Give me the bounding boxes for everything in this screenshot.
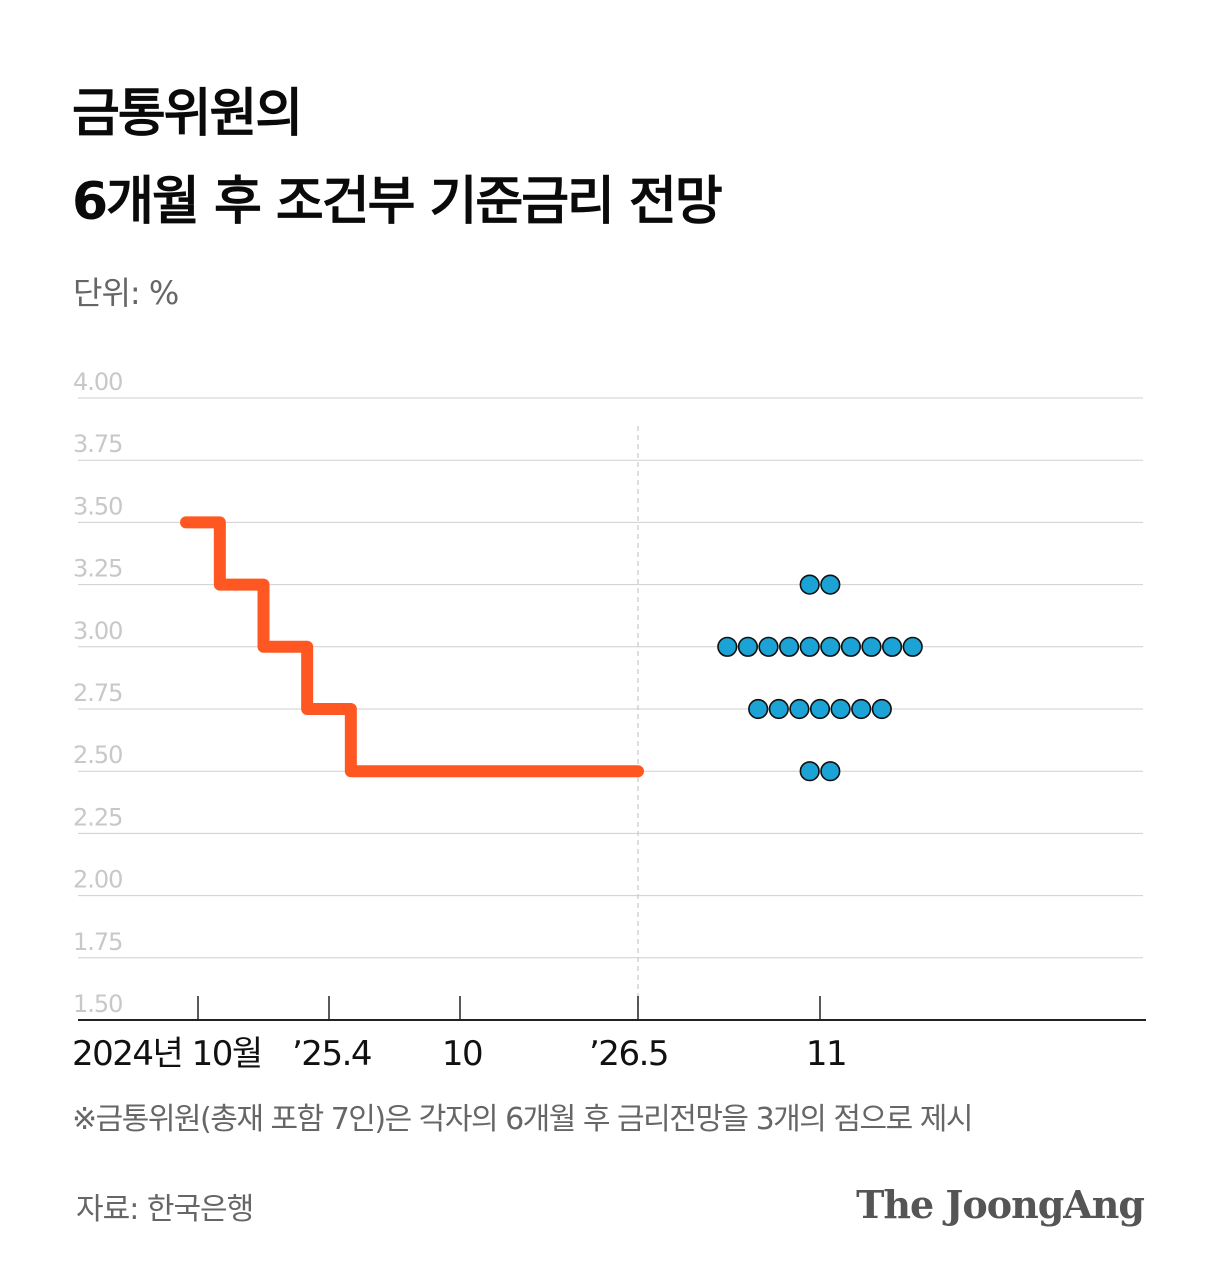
y-tick-label: 1.75 [73, 928, 122, 956]
y-tick-label: 2.00 [73, 866, 122, 894]
rate-step-line [180, 516, 644, 778]
footnote: ※금통위원(총재 포함 7인)은 각자의 6개월 후 금리전망을 3개의 점으로… [72, 1102, 973, 1137]
x-tick-label: ’26.5 [589, 1034, 668, 1074]
forecast-dot [789, 698, 810, 720]
y-tick-label: 2.50 [73, 741, 122, 769]
forecast-dot [861, 636, 882, 657]
y-tick-label: 3.75 [73, 430, 122, 458]
y-tick-label: 3.25 [73, 555, 122, 583]
forecast-dot [748, 698, 769, 720]
forecast-dot [840, 636, 862, 657]
forecast-dot [820, 574, 841, 595]
forecast-dot [871, 698, 892, 720]
y-tick-label: 3.50 [73, 492, 122, 520]
title-line-2: 6개월 후 조건부 기준금리 전망 [72, 172, 723, 232]
forecast-dot [830, 698, 851, 720]
forecast-dot [809, 698, 831, 720]
y-tick-label: 2.75 [73, 679, 122, 707]
forecast-dot [799, 636, 820, 657]
forecast-dot [717, 636, 738, 657]
forecast-dot [737, 636, 759, 657]
y-tick-label: 3.00 [73, 617, 122, 645]
y-tick-label: 2.25 [73, 803, 122, 831]
forecast-dot [881, 636, 903, 657]
y-tick-label: 1.50 [73, 990, 122, 1018]
forecast-dot [799, 761, 820, 782]
forecast-dot [768, 698, 789, 720]
x-tick-label: ’25.4 [292, 1034, 371, 1074]
forecast-dot [820, 761, 841, 782]
forecast-dot [799, 574, 820, 595]
x-tick-label: 10 [442, 1034, 482, 1074]
forecast-dot [778, 636, 800, 657]
x-tick-label: 2024년 10월 [72, 1034, 262, 1074]
forecast-dot [820, 636, 841, 657]
rate-chart: 4.00 3.75 3.50 3.25 3.00 2.75 2.50 2.25 2.00 1.75… [72, 368, 1146, 1074]
chart-title: 금통위원의 6개월 후 조건부 기준금리 전망 [72, 70, 723, 246]
x-tick-label: 11 [806, 1034, 846, 1074]
publisher-logo: The JoongAng [856, 1182, 1145, 1227]
forecast-dot [758, 636, 779, 657]
source-label: 자료: 한국은행 [76, 1192, 254, 1227]
y-tick-label: 4.00 [73, 368, 122, 396]
forecast-dot [902, 636, 923, 657]
forecast-dot [851, 698, 872, 720]
title-line-1: 금통위원의 [72, 84, 303, 144]
unit-label: 단위: % [73, 274, 179, 312]
